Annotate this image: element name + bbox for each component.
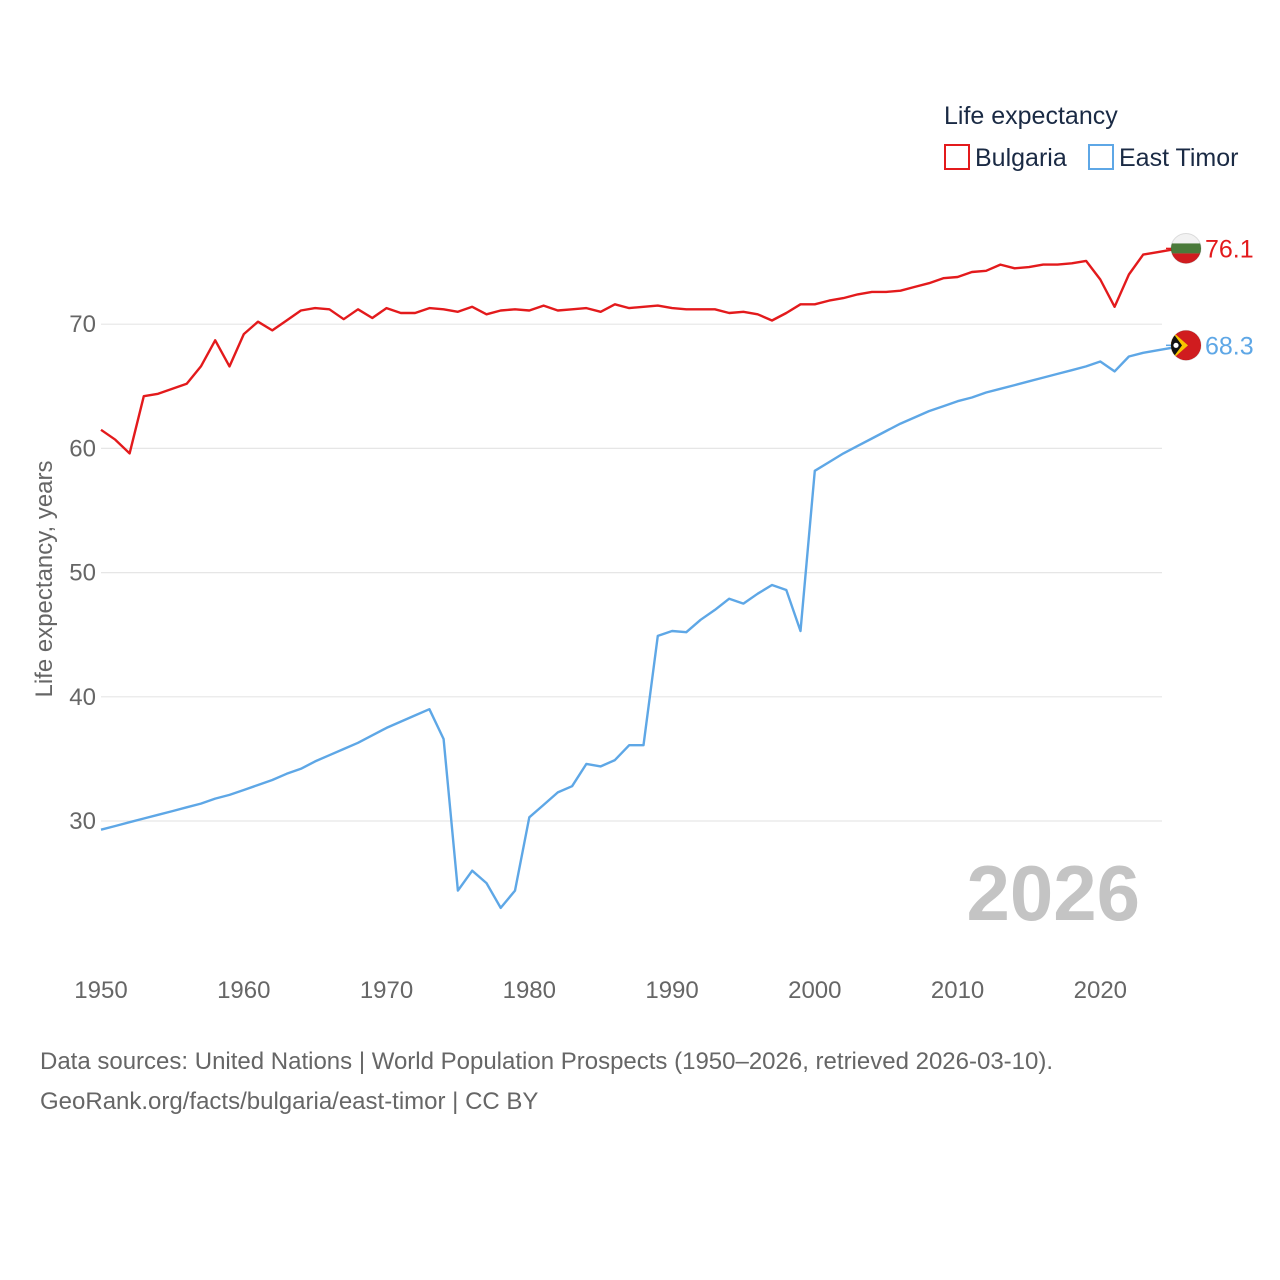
series-lines <box>100 247 1187 910</box>
legend-title: Life expectancy <box>944 102 1118 130</box>
x-tick-label: 2020 <box>1074 977 1127 1004</box>
attribution-line: GeoRank.org/facts/bulgaria/east-timor | … <box>40 1088 539 1115</box>
flag-east-timor-icon <box>1166 329 1202 361</box>
x-tick-label: 1990 <box>645 977 698 1004</box>
x-axis: 1950 1960 1970 1980 1990 2000 2010 2020 <box>74 977 1127 1004</box>
y-tick-label: 40 <box>69 684 96 711</box>
legend-swatch-bulgaria[interactable] <box>944 144 970 170</box>
y-tick-label: 50 <box>69 560 96 587</box>
y-tick-label: 30 <box>69 808 96 835</box>
end-markers: 76.1 68.3 <box>1166 232 1254 361</box>
series-line-bulgaria[interactable] <box>100 247 1187 455</box>
y-axis-label: Life expectancy, years <box>31 460 58 697</box>
legend: Life expectancy Bulgaria East Timor <box>944 102 1238 172</box>
current-year-watermark: 2026 <box>966 849 1140 937</box>
end-value-label-bulgaria: 76.1 <box>1205 235 1254 263</box>
legend-label-bulgaria[interactable]: Bulgaria <box>975 144 1067 172</box>
x-tick-label: 2010 <box>931 977 984 1004</box>
life-expectancy-chart: 30 40 50 60 70 1950 1960 1970 1980 1990 2000 2010 2… <box>31 102 1254 1004</box>
series-line-east-timor[interactable] <box>100 344 1187 910</box>
y-tick-label: 60 <box>69 435 96 462</box>
y-axis: 30 40 50 60 70 <box>69 311 96 835</box>
end-value-label-east-timor: 68.3 <box>1205 332 1254 360</box>
x-tick-label: 1960 <box>217 977 270 1004</box>
x-tick-label: 1950 <box>74 977 127 1004</box>
y-tick-label: 70 <box>69 311 96 338</box>
x-tick-label: 1980 <box>503 977 556 1004</box>
data-source-note: Data sources: United Nations | World Pop… <box>40 1042 1260 1122</box>
x-tick-label: 2000 <box>788 977 841 1004</box>
legend-swatch-east-timor[interactable] <box>1088 144 1114 170</box>
legend-label-east-timor[interactable]: East Timor <box>1119 144 1238 172</box>
flag-bulgaria-icon <box>1166 232 1202 264</box>
source-line: Data sources: United Nations | World Pop… <box>40 1048 1054 1075</box>
grid-lines <box>101 323 1162 822</box>
x-tick-label: 1970 <box>360 977 413 1004</box>
